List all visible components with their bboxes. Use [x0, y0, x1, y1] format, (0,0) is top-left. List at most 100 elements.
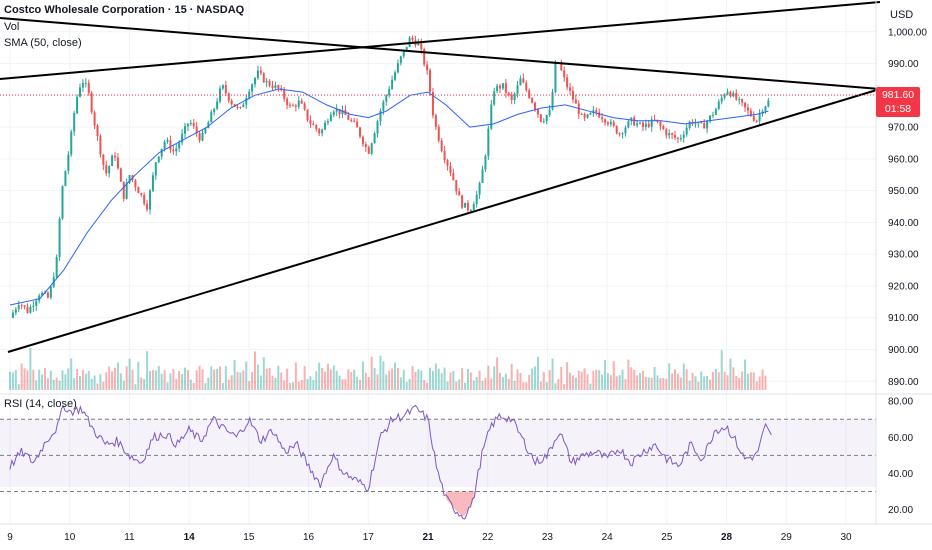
- volume-bar: [58, 380, 61, 390]
- volume-bar: [662, 378, 665, 390]
- candle-body: [472, 204, 475, 211]
- candle-body: [388, 89, 391, 96]
- volume-bar: [312, 380, 315, 390]
- price-axis-labels[interactable]: 890.00 900.00 910.00 920.00 930.00 940.00 950.…: [888, 27, 927, 388]
- candle-body: [356, 121, 359, 128]
- candle-body: [420, 42, 423, 50]
- volume-bar: [76, 369, 79, 390]
- volume-bar: [429, 367, 432, 390]
- rsi-axis-labels[interactable]: 20.00 40.00 60.00 80.00: [888, 397, 913, 516]
- volume-bar: [735, 375, 738, 390]
- sma-line: [9, 88, 769, 306]
- candle-body: [114, 155, 117, 158]
- volume-bar: [172, 369, 175, 390]
- volume-bar: [242, 370, 245, 390]
- candle-body: [574, 99, 577, 104]
- time-tick-label: 21: [422, 532, 434, 543]
- candle-body: [38, 295, 41, 301]
- candle-body: [361, 136, 364, 145]
- time-tick-label: 29: [781, 532, 793, 543]
- volume-bar: [566, 362, 569, 390]
- candle-body: [347, 114, 350, 120]
- symbol-title[interactable]: Costco Wholesale Corporation · 15 · NASD…: [4, 4, 245, 16]
- candle-body: [569, 87, 572, 91]
- ascending-trendline[interactable]: [7, 88, 881, 353]
- volume-bar: [321, 367, 324, 390]
- volume-bar: [592, 370, 595, 390]
- volume-bar: [9, 371, 11, 390]
- volume-bar: [391, 368, 394, 390]
- candle-body: [227, 93, 230, 101]
- volume-bar: [542, 371, 545, 390]
- volume-bar: [496, 357, 499, 390]
- currency-label[interactable]: USD: [890, 9, 914, 21]
- candle-body: [149, 190, 152, 210]
- candle-body: [67, 154, 70, 171]
- volume-bar: [359, 379, 362, 390]
- volume-bars: [9, 347, 767, 390]
- volume-bar: [501, 377, 504, 390]
- volume-bar: [26, 370, 29, 390]
- volume-bar: [601, 374, 604, 390]
- volume-bar: [528, 374, 531, 390]
- candle-body: [717, 101, 720, 109]
- candle-body: [332, 111, 335, 115]
- trendlines[interactable]: [0, 1, 881, 353]
- candle-body: [58, 218, 61, 257]
- time-tick-label: 16: [303, 532, 315, 543]
- candle-body: [443, 150, 446, 161]
- volume-bar: [758, 376, 761, 390]
- sma-legend[interactable]: SMA (50, close): [4, 37, 82, 49]
- candle-body: [501, 83, 504, 89]
- volume-legend[interactable]: Vol: [4, 21, 20, 33]
- time-axis-labels[interactable]: 9 10 11 14 15 16 17 21 22 23 24 25 28 29 30: [7, 532, 852, 543]
- time-tick-label: 10: [64, 532, 76, 543]
- volume-bar: [373, 368, 376, 390]
- candle-body: [116, 157, 119, 169]
- volume-bar: [335, 370, 338, 390]
- candle-body: [239, 106, 242, 108]
- candle-body: [580, 114, 583, 116]
- volume-bar: [11, 372, 14, 390]
- volume-bar: [472, 380, 475, 390]
- volume-bar: [563, 384, 566, 390]
- candle-body: [539, 114, 542, 122]
- volume-bar: [201, 369, 204, 390]
- candle-body: [423, 49, 426, 65]
- candle-body: [504, 83, 507, 93]
- volume-bar: [160, 373, 163, 390]
- candle-body: [236, 106, 239, 108]
- volume-bar: [741, 371, 744, 390]
- candle-body: [146, 203, 149, 210]
- bar-countdown: 01:58: [884, 103, 912, 115]
- volume-bar: [73, 378, 76, 390]
- volume-bar: [236, 371, 239, 390]
- rsi-pane: [0, 404, 876, 520]
- volume-bar: [55, 377, 58, 390]
- volume-bar: [52, 379, 55, 390]
- volume-bar: [569, 372, 572, 390]
- volume-bar: [143, 379, 146, 390]
- upper-channel-trendline[interactable]: [0, 1, 881, 80]
- descending-trendline[interactable]: [0, 17, 881, 90]
- volume-bar: [636, 375, 639, 390]
- rsi-legend[interactable]: RSI (14, close): [4, 398, 77, 410]
- candle-body: [399, 56, 402, 64]
- candle-body: [318, 129, 321, 134]
- candle-body: [154, 162, 157, 176]
- candle-body: [630, 117, 633, 121]
- candle-body: [475, 194, 478, 205]
- candle-body: [688, 121, 691, 128]
- volume-bar: [641, 370, 644, 390]
- volume-bar: [108, 366, 111, 390]
- volume-bar: [548, 370, 551, 390]
- volume-bar: [554, 383, 557, 390]
- candle-body: [612, 121, 615, 126]
- volume-bar: [668, 363, 671, 390]
- volume-bar: [744, 359, 747, 390]
- volume-bar: [332, 365, 335, 390]
- time-tick-label: 25: [661, 532, 673, 543]
- candle-body: [682, 134, 685, 138]
- candle-body: [586, 114, 589, 118]
